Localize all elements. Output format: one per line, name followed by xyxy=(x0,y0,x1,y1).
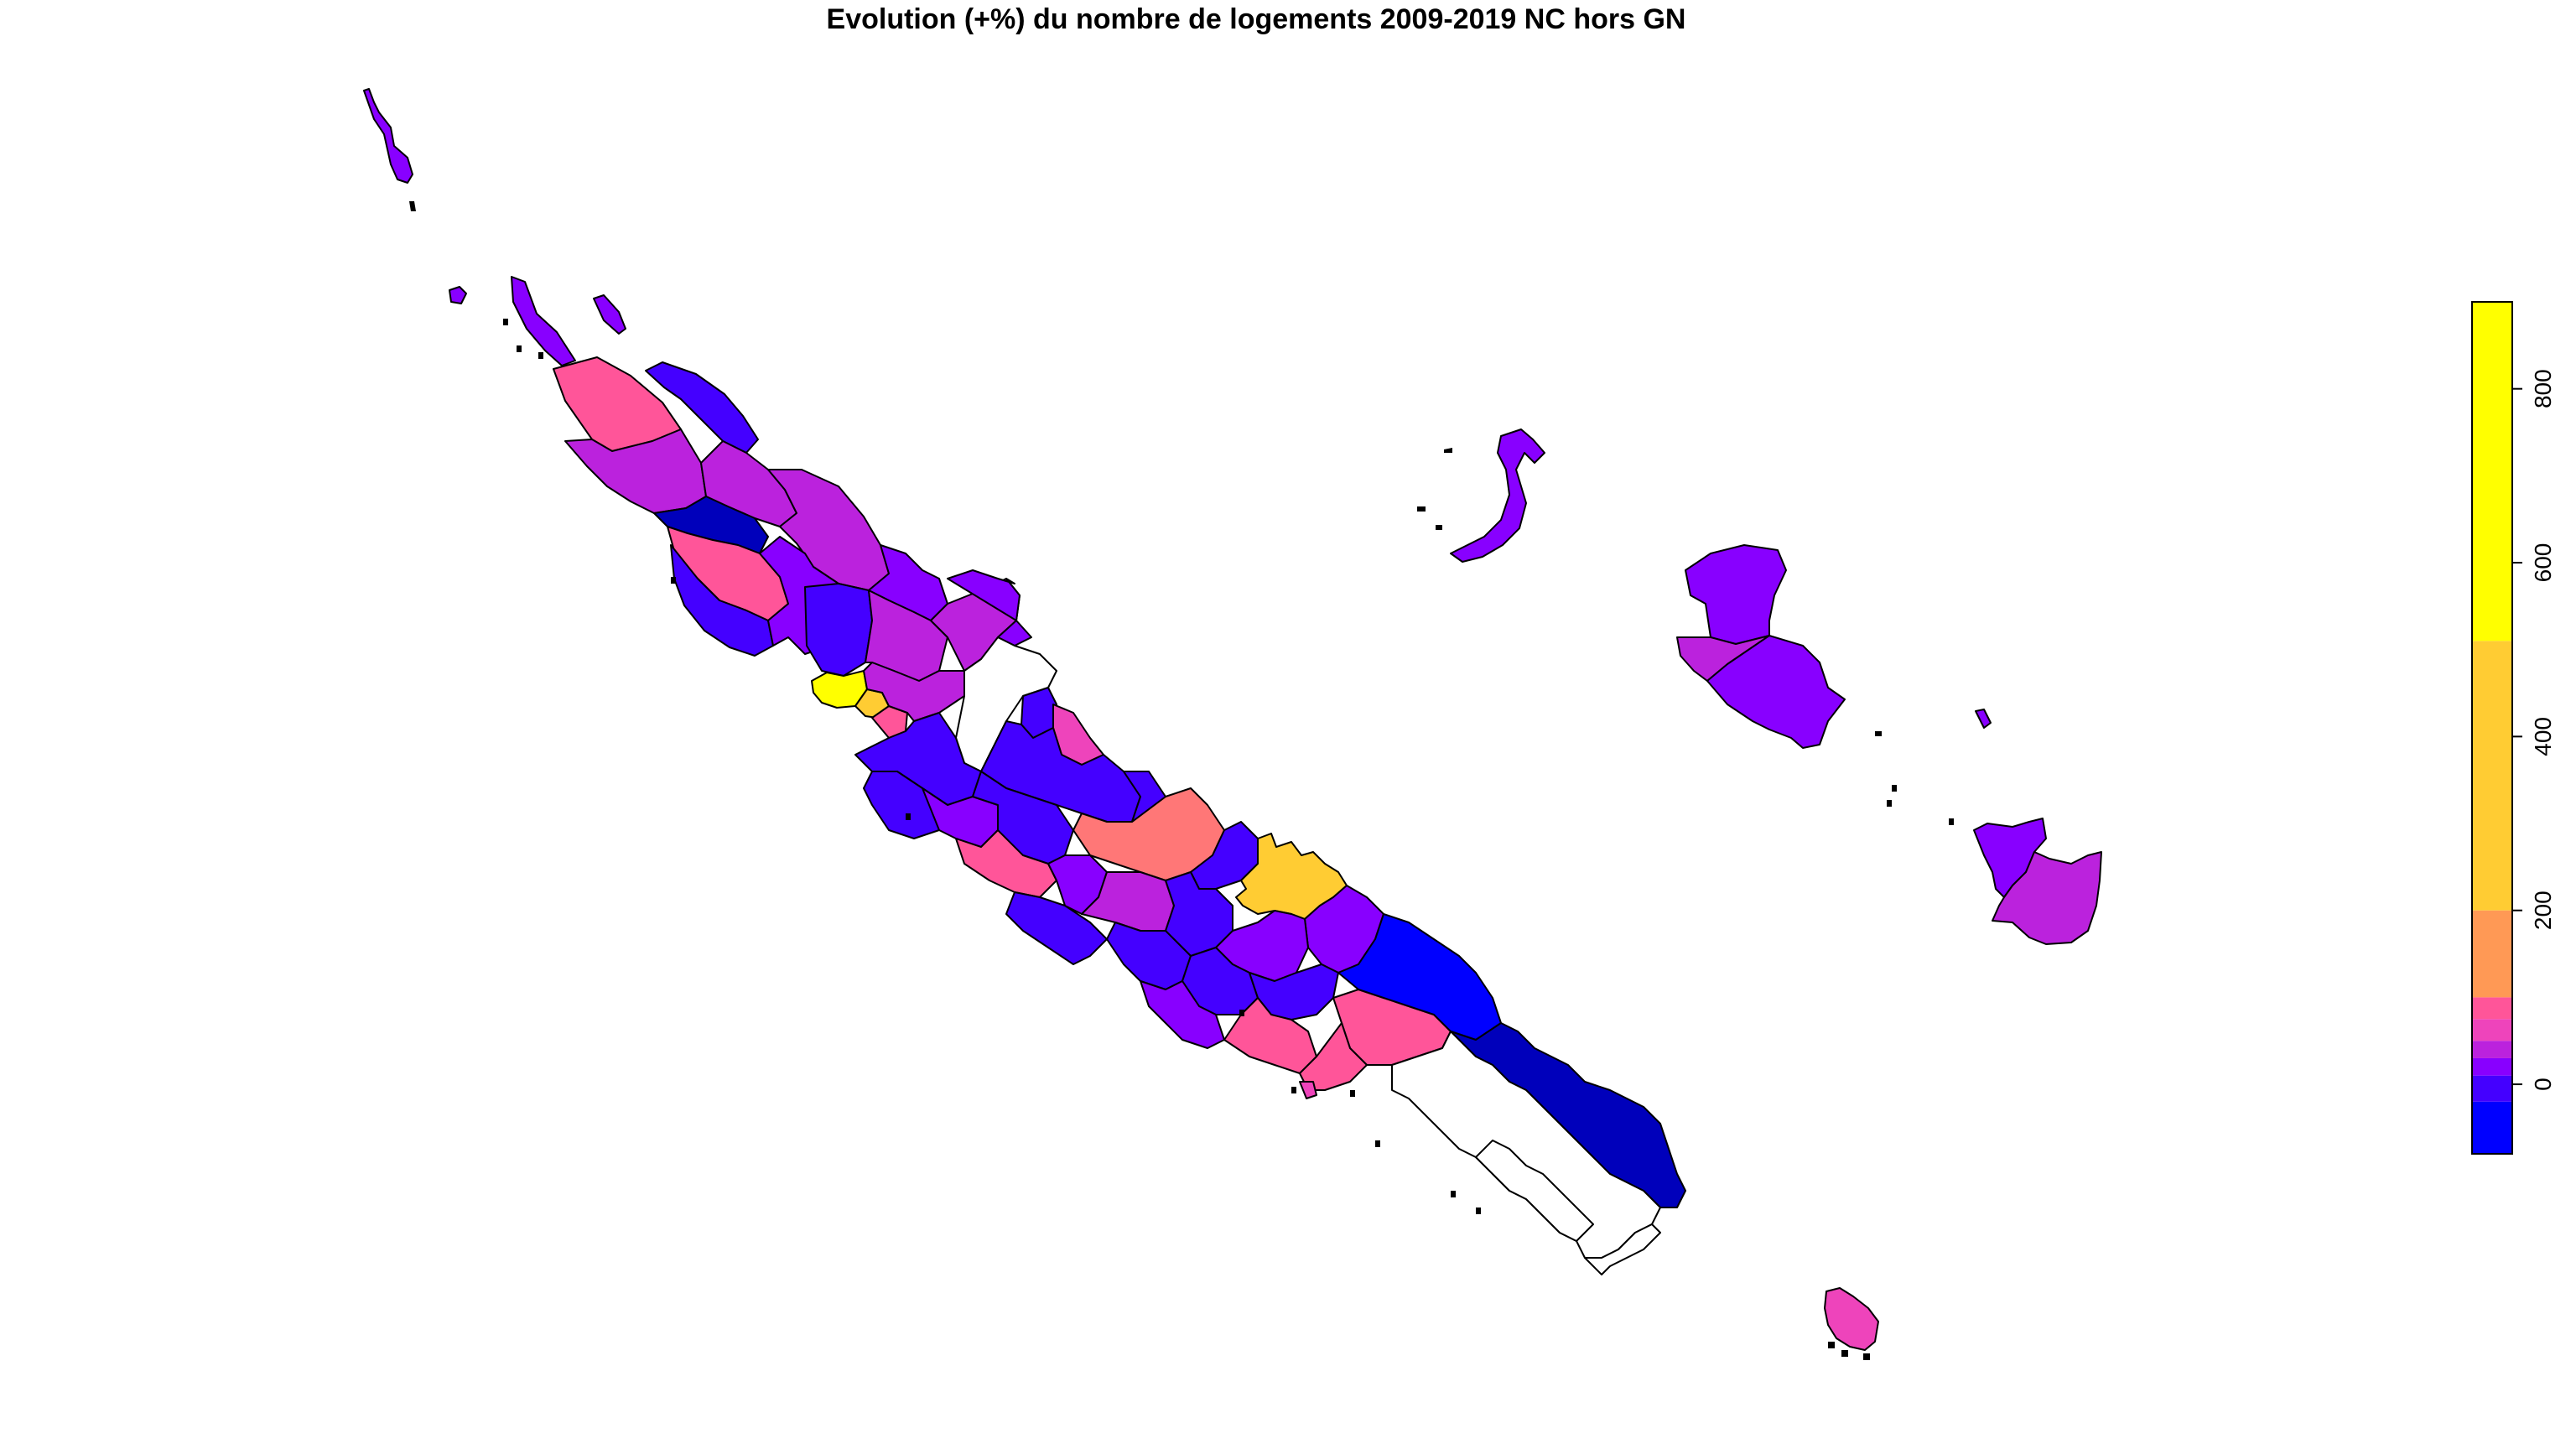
zone-indigo-east-coast-3[interactable] xyxy=(1123,771,1166,823)
map-title: Evolution (+%) du nombre de logements 20… xyxy=(826,3,1686,35)
zone-purple-central-4[interactable] xyxy=(863,662,965,722)
zone-no-data-south-detail xyxy=(1475,1140,1594,1242)
legend-tick-label: 400 xyxy=(2530,717,2556,756)
zone-lifou-south[interactable] xyxy=(1706,635,1846,749)
ile-des-pins xyxy=(1824,1287,1879,1360)
zone-lifou-north[interactable] xyxy=(1685,544,1787,645)
legend-bin-0 xyxy=(2472,1101,2512,1154)
legend-bin-6 xyxy=(2472,910,2512,998)
legend-bin-2 xyxy=(2472,1057,2512,1076)
zone-pink-west-small[interactable] xyxy=(871,705,908,739)
legend-bin-3 xyxy=(2472,1041,2512,1058)
northern-islet-west[interactable] xyxy=(449,286,467,304)
legend-tick-label: 0 xyxy=(2530,1078,2556,1091)
zone-indigo-west-coast[interactable] xyxy=(670,544,774,657)
legend-bin-7 xyxy=(2472,641,2512,911)
legend-bin-8 xyxy=(2472,302,2512,641)
zone-indigo-southwest-coast[interactable] xyxy=(1005,891,1108,965)
zone-violet-east-coast-2[interactable] xyxy=(947,569,1032,647)
northern-islet-east[interactable] xyxy=(593,294,626,335)
zone-indigo-west-coast-2[interactable] xyxy=(863,771,948,839)
legend-tick-label: 200 xyxy=(2530,891,2556,930)
zone-ouvea[interactable] xyxy=(1450,428,1545,563)
mare-island xyxy=(1887,785,2102,945)
zone-indigo-central-1[interactable] xyxy=(804,583,873,677)
lifou-island xyxy=(1676,544,1992,749)
grande-terre-island xyxy=(363,88,1686,1275)
belep-islands-region[interactable] xyxy=(363,88,413,184)
color-legend: 0 200 400 600 800 xyxy=(2471,301,2556,1155)
zone-ile-des-pins[interactable] xyxy=(1824,1287,1879,1351)
legend-tick-label: 800 xyxy=(2530,369,2556,408)
zone-pink-southwest-2[interactable] xyxy=(1223,997,1317,1074)
legend-tick-label: 600 xyxy=(2530,543,2556,583)
zone-magenta-sw-islet[interactable] xyxy=(1299,1081,1317,1099)
islet xyxy=(409,201,416,211)
legend-bin-4 xyxy=(2472,1019,2512,1041)
zone-nw-violet-coast[interactable] xyxy=(645,361,759,454)
zone-tiga-islet[interactable] xyxy=(1975,709,1992,729)
ouvea-island xyxy=(1417,428,1545,563)
coastal-islets xyxy=(503,319,1481,1214)
legend-bin-1 xyxy=(2472,1075,2512,1102)
legend-frame xyxy=(2471,301,2513,1155)
zone-no-data-south-tip[interactable] xyxy=(1584,1223,1661,1275)
legend-bin-5 xyxy=(2472,997,2512,1020)
northern-tip-strip[interactable] xyxy=(511,276,576,366)
zone-mare-south[interactable] xyxy=(1992,851,2102,945)
